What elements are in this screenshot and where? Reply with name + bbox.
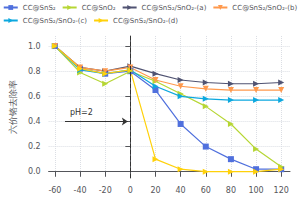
svg-text:0.4: 0.4 [28, 117, 41, 126]
svg-text:40: 40 [176, 186, 186, 195]
svg-text:100: 100 [248, 186, 263, 195]
svg-text:-20: -20 [99, 186, 112, 195]
svg-text:20: 20 [150, 186, 160, 195]
svg-text:0.6: 0.6 [28, 92, 41, 101]
svg-text:pH=2: pH=2 [70, 108, 93, 117]
svg-text:1.0: 1.0 [28, 42, 41, 51]
svg-text:-60: -60 [48, 186, 61, 195]
svg-text:80: 80 [226, 186, 236, 195]
svg-text:0.2: 0.2 [28, 142, 41, 151]
svg-text:CC@SnS₂/SnO₂-(b): CC@SnS₂/SnO₂-(b) [232, 4, 297, 12]
svg-text:CC@SnS₂/SnO₂-(a): CC@SnS₂/SnO₂-(a) [142, 4, 207, 12]
svg-text:-40: -40 [74, 186, 87, 195]
svg-text:0.0: 0.0 [28, 167, 41, 176]
svg-text:CC@SnO₂: CC@SnO₂ [82, 4, 116, 12]
svg-text:0.8: 0.8 [28, 67, 41, 76]
svg-text:CC@SnS₂/SnO₂-(c): CC@SnS₂/SnO₂-(c) [23, 17, 88, 25]
svg-text:0: 0 [128, 186, 133, 195]
svg-text:CC@SnS₂: CC@SnS₂ [23, 4, 56, 12]
svg-text:60: 60 [201, 186, 211, 195]
svg-text:六价铬去除率: 六价铬去除率 [8, 80, 18, 134]
svg-text:120: 120 [274, 186, 289, 195]
svg-text:CC@SnS₂/SnO₂-(d): CC@SnS₂/SnO₂-(d) [113, 17, 178, 25]
